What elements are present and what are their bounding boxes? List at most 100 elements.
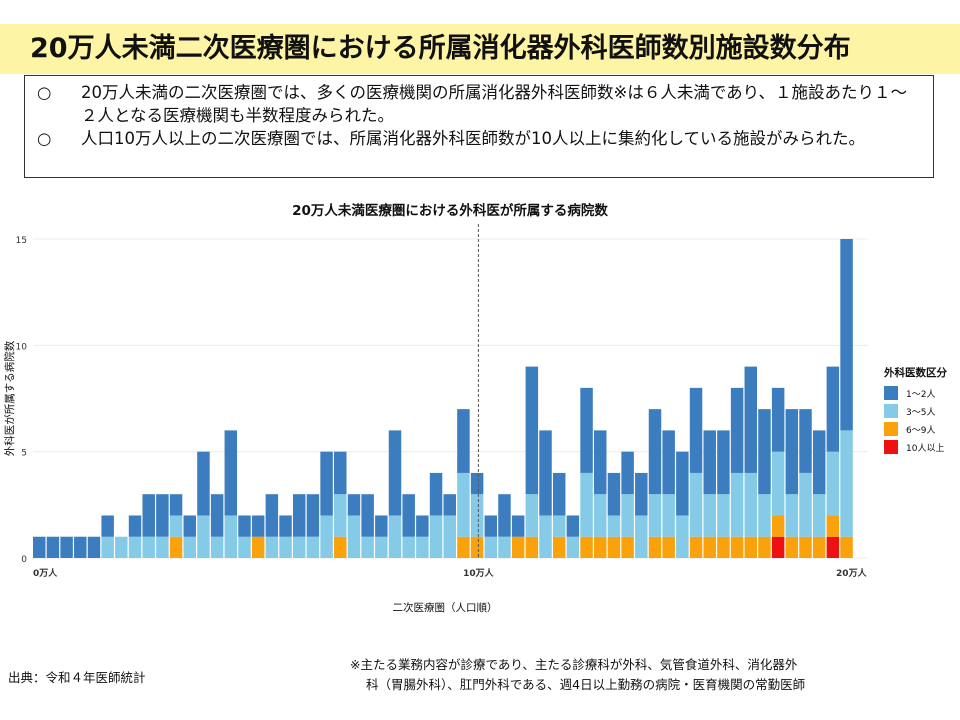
bar-segment xyxy=(511,536,525,558)
footnote-line: ※主たる業務内容が診療であり、主たる診療科が外科、気管食道外科、消化器外 xyxy=(350,657,798,672)
hospital-count-chart: 0 5 10 15 0万人 10万人 20万人 20万人未満医療圏における外科医が所属する病院… xyxy=(3,202,947,614)
bar-segment xyxy=(347,494,361,516)
bar-segment xyxy=(279,536,292,558)
bar-segment xyxy=(46,536,60,558)
summary-text: 20万人未満の二次医療圏では、多くの医療機関の所属消化器外科医師数※は６人未満で… xyxy=(81,83,907,125)
bar-segment xyxy=(224,515,238,558)
legend-label: 3～5人 xyxy=(906,407,935,418)
bar-segment xyxy=(388,430,402,516)
bar-segment xyxy=(306,536,320,558)
bar-segment xyxy=(210,494,224,537)
bar-segment xyxy=(169,515,183,537)
bar-segment xyxy=(744,472,758,537)
bar-segment xyxy=(566,515,580,537)
bar-segment xyxy=(498,494,511,537)
bar-segment xyxy=(511,515,525,537)
bar-segment xyxy=(238,536,251,558)
circle-bullet: ○ xyxy=(37,83,52,102)
bar-segment xyxy=(799,472,812,537)
summary-text: 人口10万人以上の二次医療圏では、所属消化器外科医師数が10人以上に集約化してい… xyxy=(81,129,865,148)
bar-segment xyxy=(799,536,812,558)
bar-segment xyxy=(210,536,224,558)
page-title: 20万人未満二次医療圏における所属消化器外科医師数別施設数分布 xyxy=(0,24,960,74)
bar-segment xyxy=(292,536,306,558)
bar-segment xyxy=(635,472,648,516)
bar-segment xyxy=(279,515,292,537)
bar-segment xyxy=(33,536,46,558)
bar-segment xyxy=(74,536,87,558)
bar-segment xyxy=(361,494,374,537)
bar-segment xyxy=(717,430,730,495)
bar-segment xyxy=(785,536,799,558)
bar-segment xyxy=(265,536,279,558)
bar-segment xyxy=(785,409,799,495)
bar-segment xyxy=(169,536,183,558)
bar-segment xyxy=(197,515,210,558)
bar-segment xyxy=(169,494,183,516)
bar-segment xyxy=(730,387,744,473)
bar-segment xyxy=(402,536,415,558)
bar-segment xyxy=(703,430,716,495)
bar-segment xyxy=(101,536,114,558)
summary-box: ○ 20万人未満の二次医療圏では、多くの医療機関の所属消化器外科医師数※は６人未… xyxy=(24,75,934,178)
bar-segment xyxy=(142,536,155,558)
bar-segment xyxy=(730,536,744,558)
summary-item: ○ 人口10万人以上の二次医療圏では、所属消化器外科医師数が10人以上に集約化し… xyxy=(37,127,919,150)
bar-segment xyxy=(457,409,470,473)
bar-segment xyxy=(840,536,853,558)
bar-segment xyxy=(197,451,210,516)
bar-segment xyxy=(621,494,634,537)
bar-segment xyxy=(717,536,730,558)
circle-bullet: ○ xyxy=(37,129,52,148)
bar-segment xyxy=(812,494,826,537)
bar-segment xyxy=(402,494,415,537)
bar-segment xyxy=(306,494,320,537)
bar-segment xyxy=(443,515,456,558)
bar-segment xyxy=(689,472,703,537)
bar-segment xyxy=(826,366,840,452)
bar-segment xyxy=(621,451,634,495)
bar-segment xyxy=(251,515,265,537)
legend-title: 外科医数区分 xyxy=(883,366,947,379)
bar-segment xyxy=(156,536,169,558)
bar-segment xyxy=(87,536,101,558)
y-tick-label: 0 xyxy=(21,555,27,565)
bar-segment xyxy=(826,536,840,558)
bar-segment xyxy=(251,536,265,558)
bar-segment xyxy=(771,515,785,537)
bar-segment xyxy=(238,515,251,537)
bar-segment xyxy=(525,536,539,558)
bar-segment xyxy=(758,409,771,495)
bar-segment xyxy=(361,536,374,558)
legend-swatch xyxy=(884,386,898,400)
bar-segment xyxy=(429,515,443,558)
bar-segment xyxy=(457,472,470,537)
y-axis-label: 外科医が所属する病院数 xyxy=(3,340,16,456)
bar-segment xyxy=(115,536,128,558)
bar-segment xyxy=(224,430,238,516)
bar-segment xyxy=(470,494,484,537)
bar-segment xyxy=(635,515,648,558)
bar-segment xyxy=(552,536,566,558)
bar-segment xyxy=(101,515,114,537)
bar-segment xyxy=(525,494,539,537)
y-tick-label: 10 xyxy=(16,342,28,352)
bar-segment xyxy=(539,515,552,558)
bar-segment xyxy=(539,430,552,516)
bar-segment xyxy=(375,515,388,537)
bar-segment xyxy=(648,536,662,558)
bar-segment xyxy=(484,536,498,558)
bar-segment xyxy=(826,515,840,537)
bar-segment xyxy=(416,515,429,537)
bar-segment xyxy=(416,536,429,558)
bar-segment xyxy=(128,536,142,558)
bar-segment xyxy=(470,472,484,495)
bar-segment xyxy=(375,536,388,558)
bar-segment xyxy=(648,494,662,537)
bar-segment xyxy=(484,515,498,537)
legend-label: 6～9人 xyxy=(906,425,935,436)
footnote-line: 科（胃腸外科）、肛門外科である、週4日以上勤務の病院・医育機関の常勤医師 xyxy=(366,677,806,692)
bar-segment xyxy=(429,472,443,516)
bar-segment xyxy=(662,430,675,495)
bar-segment xyxy=(142,494,155,537)
